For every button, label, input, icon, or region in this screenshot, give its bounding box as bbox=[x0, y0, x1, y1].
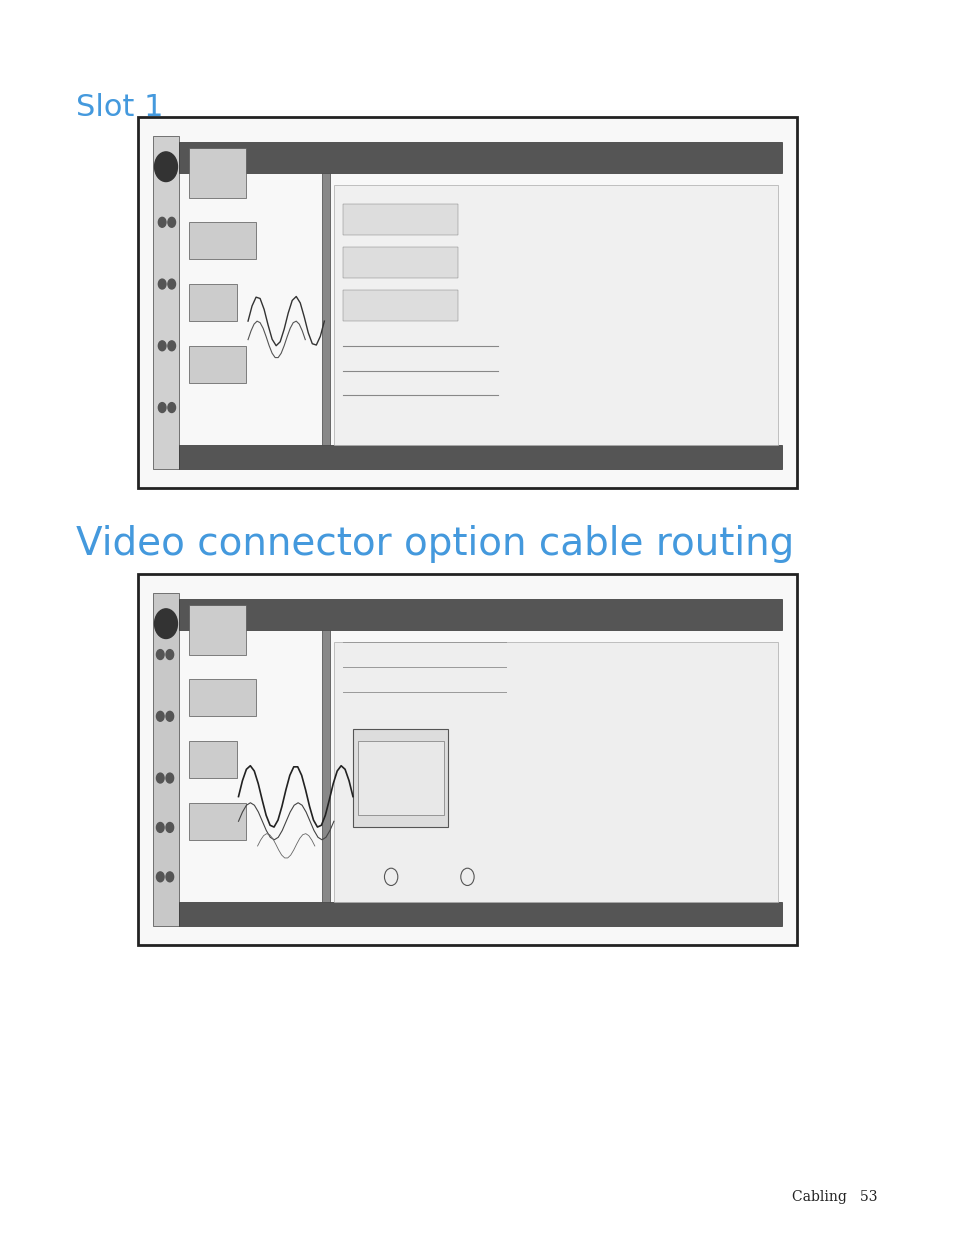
Text: Video connector option cable routing: Video connector option cable routing bbox=[76, 525, 794, 563]
Bar bbox=[152, 136, 179, 469]
Circle shape bbox=[156, 773, 164, 783]
Bar bbox=[189, 741, 236, 778]
Circle shape bbox=[168, 279, 175, 289]
Bar bbox=[189, 803, 246, 840]
Bar bbox=[138, 574, 796, 945]
Circle shape bbox=[166, 872, 173, 882]
Bar bbox=[189, 222, 255, 259]
Bar bbox=[189, 284, 236, 321]
Bar bbox=[179, 445, 781, 469]
Circle shape bbox=[156, 872, 164, 882]
Bar bbox=[343, 204, 457, 235]
Bar bbox=[179, 599, 781, 630]
Bar bbox=[343, 290, 457, 321]
Circle shape bbox=[166, 823, 173, 832]
Text: Cabling   53: Cabling 53 bbox=[791, 1191, 877, 1204]
Circle shape bbox=[156, 711, 164, 721]
Circle shape bbox=[166, 773, 173, 783]
Bar bbox=[343, 247, 457, 278]
Circle shape bbox=[154, 152, 177, 182]
Bar bbox=[189, 148, 246, 198]
Circle shape bbox=[156, 650, 164, 659]
Circle shape bbox=[156, 823, 164, 832]
Bar bbox=[334, 185, 777, 445]
Bar bbox=[322, 173, 330, 445]
Bar bbox=[179, 902, 781, 926]
Circle shape bbox=[168, 217, 175, 227]
Text: Slot 1: Slot 1 bbox=[76, 93, 164, 121]
Bar bbox=[138, 117, 796, 488]
Circle shape bbox=[166, 650, 173, 659]
Bar bbox=[152, 593, 179, 926]
Circle shape bbox=[166, 711, 173, 721]
Bar bbox=[353, 729, 448, 827]
Circle shape bbox=[158, 341, 166, 351]
Bar bbox=[357, 741, 443, 815]
Bar bbox=[334, 642, 777, 902]
Circle shape bbox=[154, 609, 177, 638]
Circle shape bbox=[158, 279, 166, 289]
Bar bbox=[189, 679, 255, 716]
Circle shape bbox=[158, 403, 166, 412]
Bar bbox=[189, 346, 246, 383]
Bar bbox=[189, 605, 246, 655]
Circle shape bbox=[158, 217, 166, 227]
Bar bbox=[179, 142, 781, 173]
Circle shape bbox=[168, 341, 175, 351]
Circle shape bbox=[168, 403, 175, 412]
Bar bbox=[322, 630, 330, 902]
